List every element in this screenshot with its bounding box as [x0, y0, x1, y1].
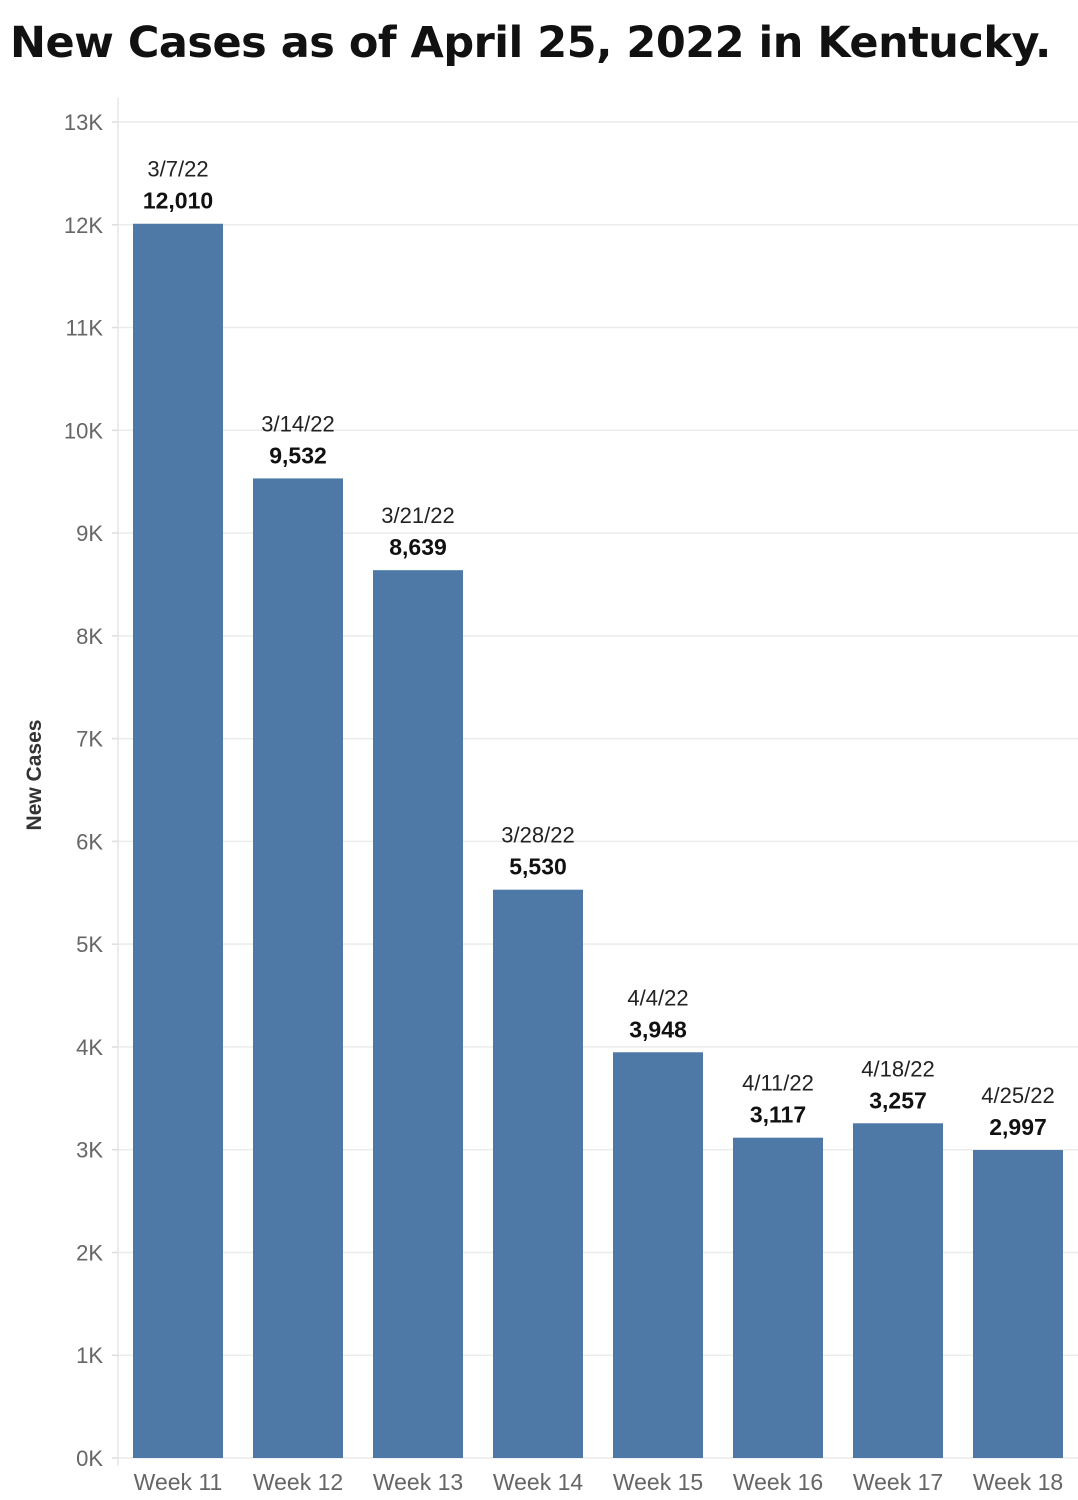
y-tick-label: 4K: [76, 1035, 103, 1060]
x-tick-label: Week 13: [373, 1469, 463, 1495]
bar-value-label: 8,639: [389, 534, 447, 560]
bar: [973, 1150, 1063, 1458]
bar-value-label: 3,948: [629, 1016, 687, 1042]
bar-date-label: 3/7/22: [147, 157, 208, 182]
bar-date-label: 3/14/22: [261, 411, 334, 436]
bar-date-label: 3/28/22: [501, 823, 574, 848]
y-axis-title: New Cases: [23, 720, 46, 831]
bar: [373, 570, 463, 1458]
y-tick-label: 11K: [65, 316, 103, 341]
y-tick-label: 13K: [64, 110, 103, 135]
y-tick-label: 12K: [64, 213, 103, 238]
y-tick-label: 1K: [76, 1343, 103, 1368]
bar-labels: 12,010 3/7/22 9,532 3/14/22 8,639 3/21/22 5,53…: [143, 157, 1055, 1140]
x-tick-label: Week 11: [134, 1469, 223, 1495]
y-tick-label: 8K: [76, 624, 103, 649]
bar: [853, 1123, 943, 1458]
bar-value-label: 3,257: [869, 1087, 927, 1113]
y-tick-label: 10K: [64, 418, 103, 443]
bar-date-label: 4/18/22: [861, 1056, 934, 1081]
y-tick-label: 9K: [76, 521, 103, 546]
x-tick-label: Week 16: [733, 1469, 823, 1495]
bar-date-label: 4/11/22: [742, 1071, 814, 1096]
x-tick-label: Week 18: [973, 1469, 1063, 1495]
bar-value-label: 2,997: [989, 1114, 1047, 1140]
bar: [133, 223, 223, 1458]
bar-value-label: 12,010: [143, 188, 213, 214]
bar-date-label: 4/25/22: [981, 1083, 1054, 1108]
bar: [733, 1137, 823, 1458]
y-tick-label: 7K: [76, 727, 103, 752]
chart-title: New Cases as of April 25, 2022 in Kentuc…: [10, 18, 1051, 68]
bar-value-label: 5,530: [509, 854, 567, 880]
bar-date-label: 3/21/22: [381, 503, 454, 528]
y-tick-label: 6K: [76, 829, 103, 854]
y-tick-label: 3K: [76, 1138, 103, 1163]
bar-value-label: 3,117: [750, 1102, 806, 1128]
bar-value-label: 9,532: [269, 442, 327, 468]
bar-date-label: 4/4/22: [627, 985, 688, 1010]
bars: [133, 223, 1063, 1458]
bar: [493, 889, 583, 1458]
bar: [613, 1052, 703, 1458]
x-tick-label: Week 17: [853, 1469, 943, 1495]
axes: 0K 1K 2K 3K 4K 5K 6K 7K 8K 9K 10K 11K 12K 13K Week 11 W…: [64, 98, 1063, 1495]
y-tick-label: 2K: [76, 1240, 103, 1265]
x-tick-label: Week 15: [613, 1469, 703, 1495]
y-tick-label: 5K: [76, 932, 103, 957]
x-tick-label: Week 12: [253, 1469, 343, 1495]
y-tick-label: 0K: [76, 1446, 103, 1471]
bar: [253, 478, 343, 1458]
x-tick-label: Week 14: [493, 1469, 584, 1495]
